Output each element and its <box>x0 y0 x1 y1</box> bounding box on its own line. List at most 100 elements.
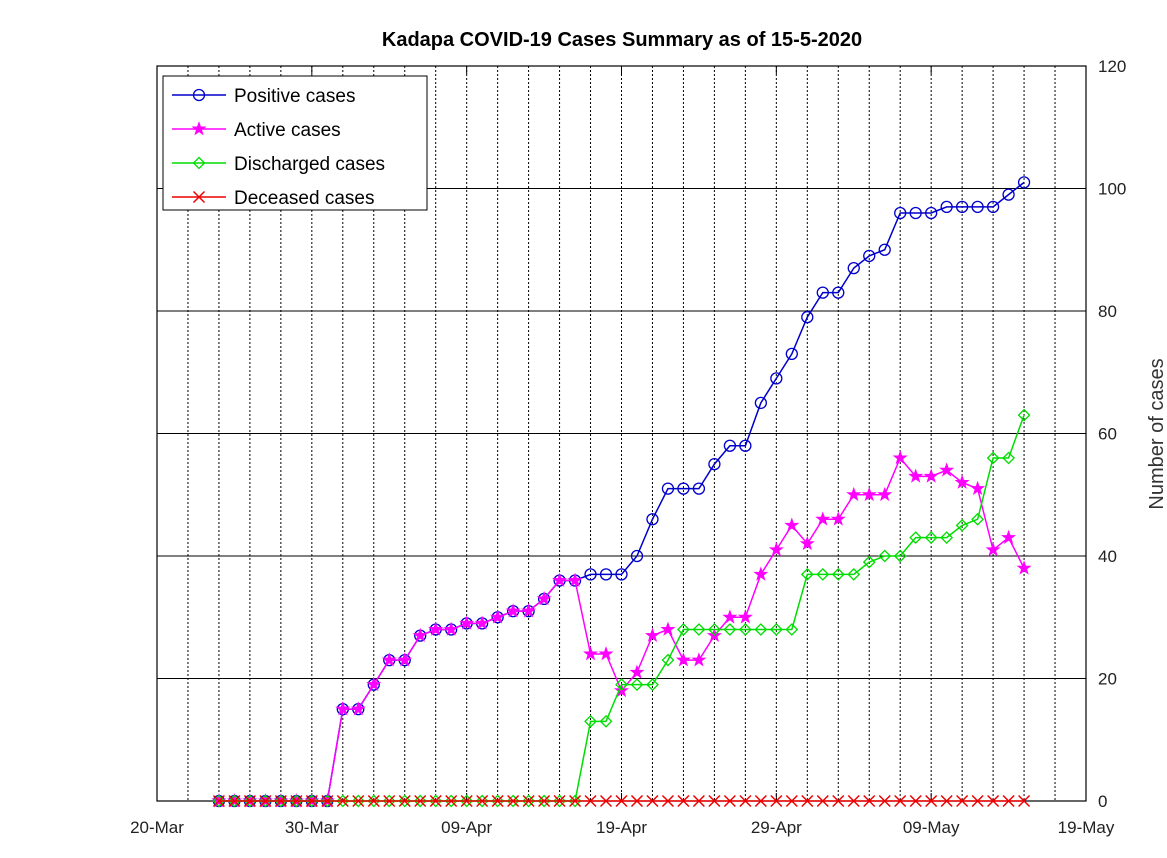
discharged-cases-point <box>367 794 381 808</box>
positive-cases-point <box>630 549 644 563</box>
deceased-cases-point <box>212 794 225 808</box>
y-tick-label: 20 <box>1098 670 1117 689</box>
deceased-cases-point <box>569 794 582 808</box>
active-cases-point <box>815 511 831 526</box>
discharged-cases-point <box>1002 451 1016 465</box>
discharged-cases-point <box>599 714 613 728</box>
positive-cases-point <box>971 200 984 214</box>
y-tick-label: 40 <box>1098 547 1117 566</box>
deceased-cases-point <box>336 794 349 808</box>
positive-cases-point <box>894 206 907 220</box>
discharged-cases-point <box>429 794 443 808</box>
deceased-cases-point <box>630 794 644 808</box>
active-cases-point <box>660 621 676 636</box>
active-cases-line <box>218 456 1025 802</box>
x-tick-label: 19-Apr <box>596 818 647 837</box>
active-cases-point <box>629 664 645 679</box>
discharged-cases-point <box>398 794 412 808</box>
positive-cases-point <box>646 513 659 526</box>
deceased-cases-point <box>894 794 907 808</box>
discharged-cases-point <box>971 512 985 526</box>
active-cases-point <box>675 652 691 667</box>
deceased-cases-point <box>925 794 938 808</box>
deceased-cases-point <box>692 794 705 808</box>
y-tick-label: 100 <box>1098 180 1126 199</box>
discharged-cases-point <box>289 794 303 808</box>
discharged-cases-point <box>584 714 597 728</box>
discharged-cases-point <box>258 794 272 808</box>
positive-cases-point <box>677 482 690 495</box>
discharged-cases-point <box>816 567 830 581</box>
discharged-cases-point <box>878 549 892 563</box>
active-cases-point <box>970 480 986 496</box>
y-tick-label: 80 <box>1098 302 1117 321</box>
active-cases-point <box>908 468 924 483</box>
discharged-cases-point <box>800 567 814 581</box>
active-cases-point <box>443 621 459 636</box>
discharged-cases-point <box>351 794 365 808</box>
deceased-cases-point <box>940 794 953 808</box>
active-cases-point <box>954 474 970 489</box>
discharged-cases-point <box>475 794 489 808</box>
active-cases-point <box>474 615 490 630</box>
discharged-cases-point <box>227 794 241 808</box>
active-cases-point <box>985 541 1001 557</box>
active-cases-point <box>521 603 537 618</box>
legend-discharged-cases-marker <box>192 156 206 170</box>
axes: 20-Mar 30-Mar 09-Apr 19-Apr 29-Apr 09-May 19-M… <box>130 57 1126 837</box>
discharged-cases-point <box>692 623 706 636</box>
positive-cases-point <box>785 347 798 361</box>
deceased-cases-point <box>522 794 535 808</box>
deceased-cases-point <box>816 794 829 808</box>
active-cases-point <box>381 652 397 667</box>
discharged-cases-point <box>831 567 845 581</box>
discharged-cases-point <box>568 794 582 808</box>
deceased-cases-point <box>414 794 427 808</box>
deceased-cases-point <box>507 794 520 808</box>
deceased-cases-point <box>290 794 303 808</box>
deceased-cases-point <box>615 794 628 808</box>
discharged-cases-point <box>382 794 396 808</box>
deceased-cases-point <box>677 794 690 808</box>
y-tick-label: 120 <box>1098 57 1126 76</box>
discharged-cases-point <box>553 794 566 808</box>
discharged-cases-point <box>413 794 427 808</box>
active-cases-point <box>923 468 939 483</box>
deceased-cases-point <box>863 794 876 808</box>
active-cases-point <box>768 541 784 557</box>
legend-positive-cases-marker <box>192 88 206 102</box>
legend-active-cases-label: Active cases <box>234 120 341 141</box>
positive-cases-point <box>816 286 829 299</box>
x-tick-label: 29-Apr <box>751 818 802 837</box>
legend-deceased-cases-marker <box>192 190 206 204</box>
active-cases-point <box>459 615 475 630</box>
active-cases-point <box>366 676 382 692</box>
discharged-cases-point <box>862 555 876 569</box>
discharged-cases-point <box>615 678 628 692</box>
discharged-cases-point <box>909 531 923 545</box>
deceased-cases-point <box>956 794 969 808</box>
deceased-cases-point <box>398 794 411 808</box>
deceased-cases-point <box>770 794 783 808</box>
deceased-cases-point <box>305 794 318 808</box>
discharged-cases-point <box>646 678 659 692</box>
positive-cases-point <box>692 482 706 495</box>
discharged-cases-point <box>320 794 334 808</box>
active-cases-point <box>552 572 568 587</box>
discharged-cases-point <box>986 451 1000 465</box>
active-cases-point <box>939 462 955 477</box>
discharged-cases-point <box>243 794 257 808</box>
discharged-cases-point <box>522 794 536 808</box>
deceased-cases-point <box>987 794 1000 808</box>
positive-cases-point <box>847 261 860 275</box>
discharged-cases-point <box>537 794 551 808</box>
positive-cases-point <box>754 396 767 410</box>
legend-box <box>162 75 428 211</box>
deceased-cases-point <box>847 794 860 808</box>
discharged-cases-point <box>893 549 907 563</box>
active-cases-point <box>877 486 893 502</box>
active-cases-point <box>397 652 413 667</box>
active-cases-point <box>644 627 660 643</box>
active-cases-point <box>784 517 800 532</box>
deceased-cases-point <box>646 794 659 808</box>
